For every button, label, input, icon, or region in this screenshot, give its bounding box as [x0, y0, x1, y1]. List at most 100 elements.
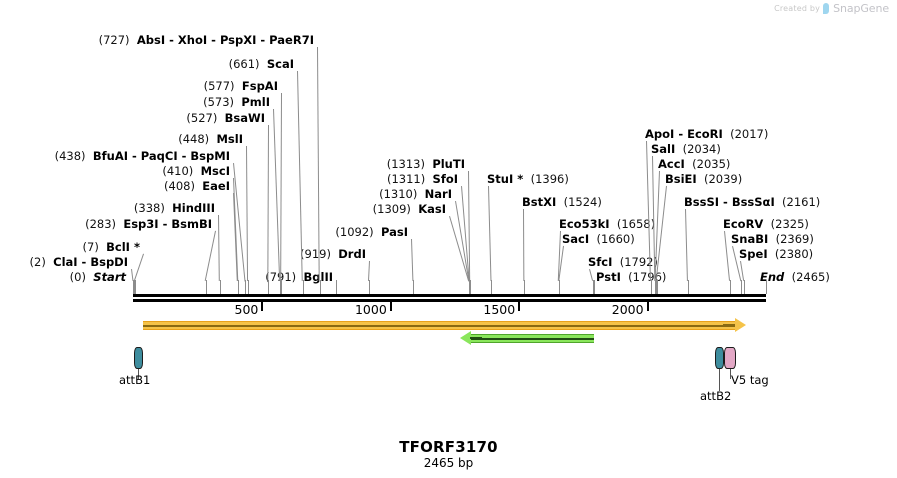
enzyme-label-drdi[interactable]: (919) DrdI: [0, 248, 366, 260]
cut-position: (573): [203, 95, 235, 109]
enzyme-name: SnaBI: [731, 232, 769, 246]
enzyme-label-clai-bspdi[interactable]: (2) ClaI - BspDI: [0, 256, 128, 268]
enzyme-label-sfoi[interactable]: (1311) SfoI: [0, 173, 458, 185]
enzyme-label-pluti[interactable]: (1313) PluTI: [0, 158, 465, 170]
enzyme-label-bsawi[interactable]: (527) BsaWI: [0, 112, 265, 124]
enzyme-label-start[interactable]: (0) Start: [0, 271, 126, 283]
cut-site-mark: [238, 280, 239, 294]
enzyme-label-abs-xho-psp-pae[interactable]: (727) AbsI - XhoI - PspXI - PaeR7I: [0, 34, 314, 46]
enzyme-name: BclI: [106, 240, 130, 254]
enzyme-name: EaeI: [202, 179, 230, 193]
page-title: TFORF3170: [399, 438, 498, 456]
enzyme-label-nari[interactable]: (1310) NarI: [0, 188, 452, 200]
cut-site-mark: [766, 280, 767, 294]
enzyme-name: PluTI: [432, 157, 465, 171]
enzyme-name: KasI: [418, 202, 446, 216]
cut-site-mark: [651, 280, 652, 294]
cut-position: (1660): [596, 232, 635, 246]
name-separator: -: [158, 217, 172, 231]
enzyme-name: XhoI: [177, 33, 208, 47]
cut-position: (2161): [782, 195, 821, 209]
cut-position: (1396): [530, 172, 569, 186]
cut-position: (410): [162, 164, 194, 178]
enzyme-label-bsiei[interactable]: BsiEI (2039): [665, 173, 742, 185]
enzyme-name: PstI: [596, 270, 621, 284]
cut-site-mark: [303, 280, 304, 294]
ruler-tick-label: 500: [234, 302, 259, 317]
name-separator: -: [719, 195, 732, 209]
cut-site-mark: [524, 280, 525, 294]
cut-site-mark: [655, 280, 656, 294]
cut-position: (408): [164, 179, 195, 193]
enzyme-label-apoi-ecori[interactable]: ApoI - EcoRI (2017): [645, 128, 768, 140]
enzyme-label-kasi[interactable]: (1309) KasI: [0, 203, 446, 215]
cut-position: (1311): [386, 172, 426, 186]
snapgene-watermark: Created by SnapGene: [774, 2, 889, 15]
enzyme-label-mslii[interactable]: (448) MslI: [0, 133, 243, 145]
ruler-tick-label: 2000: [611, 302, 644, 317]
cut-position: (2325): [770, 217, 809, 231]
enzyme-label-sali[interactable]: SalI (2034): [651, 143, 721, 155]
enzyme-name: MslI: [216, 132, 243, 146]
enzyme-label-fspai[interactable]: (577) FspAI: [0, 80, 278, 92]
cut-position: (2380): [774, 247, 814, 261]
cut-site-mark: [413, 280, 414, 294]
green-arrow[interactable]: [460, 331, 594, 345]
enzyme-label-esp3i-bsmbi[interactable]: (283) Esp3I - BsmBI: [0, 218, 212, 230]
cut-site-mark: [594, 280, 595, 294]
cut-site-mark: [206, 280, 207, 294]
cut-position: (727): [98, 33, 130, 47]
enzyme-name: HindIII: [172, 201, 215, 215]
enzyme-name: DrdI: [338, 247, 366, 261]
enzyme-name: MscI: [200, 164, 230, 178]
cut-position: (2017): [730, 127, 769, 141]
cut-position: (577): [203, 79, 235, 93]
enzyme-label-eaei[interactable]: (408) EaeI: [0, 180, 230, 192]
cut-position: (0): [69, 270, 86, 284]
cut-site-mark: [741, 280, 742, 294]
ruler-tick-label: 1000: [354, 302, 387, 317]
enzyme-label-snabi[interactable]: SnaBI (2369): [731, 233, 814, 245]
star-marker: *: [129, 240, 140, 254]
name-separator: -: [674, 127, 688, 141]
enzyme-label-hindiii[interactable]: (338) HindIII: [0, 202, 215, 214]
enzyme-label-acci[interactable]: AccI (2035): [658, 158, 730, 170]
ruler-tick: [647, 302, 649, 311]
enzyme-label-bfuai-paqci-bspmi[interactable]: (438) BfuAI - PaqCI - BspMI: [0, 150, 230, 162]
cut-position: (527): [186, 111, 218, 125]
green-arrow-head-line: [470, 337, 482, 339]
enzyme-label-ecorv[interactable]: EcoRV (2325): [723, 218, 809, 230]
cut-position: (2369): [775, 232, 814, 246]
cut-site-mark: [469, 280, 470, 294]
cut-site-mark: [133, 280, 134, 294]
enzyme-label-bstxi[interactable]: BstXI (1524): [522, 196, 602, 208]
enzyme-label-bsssi-bsssai[interactable]: BssSI - BssSαI (2161): [684, 196, 820, 208]
enzyme-label-saci[interactable]: SacI (1660): [562, 233, 635, 245]
enzyme-label-pmli[interactable]: (573) PmlI: [0, 96, 270, 108]
orf-arrow[interactable]: [143, 318, 746, 332]
enzyme-label-spei[interactable]: SpeI (2380): [739, 248, 813, 260]
cut-position: (438): [54, 149, 86, 163]
enzyme-label-scai[interactable]: (661) ScaI: [0, 58, 294, 70]
enzyme-label-eco53ki[interactable]: Eco53kI (1658): [559, 218, 655, 230]
enzyme-name: SpeI: [739, 247, 768, 261]
enzyme-label-stui[interactable]: StuI * (1396): [487, 173, 569, 185]
v5-tag-stem: [729, 369, 731, 379]
attb1-stem: [138, 369, 139, 379]
cut-site-mark: [320, 280, 321, 294]
enzyme-label-msci[interactable]: (410) MscI: [0, 165, 230, 177]
enzyme-name: Eco53kI: [559, 217, 610, 231]
cut-site-mark: [593, 280, 594, 294]
enzyme-label-bcli[interactable]: (7) BclI *: [0, 241, 140, 253]
enzyme-name: BspDI: [90, 255, 128, 269]
cut-site-mark: [245, 280, 246, 294]
enzyme-name: BsmBI: [171, 217, 212, 231]
enzyme-name: BfuAI: [92, 149, 129, 163]
cut-position: (2034): [682, 142, 721, 156]
cut-site-mark: [559, 280, 560, 294]
backbone-bottom-bar: [133, 299, 766, 302]
enzyme-label-pasi[interactable]: (1092) PasI: [0, 226, 408, 238]
